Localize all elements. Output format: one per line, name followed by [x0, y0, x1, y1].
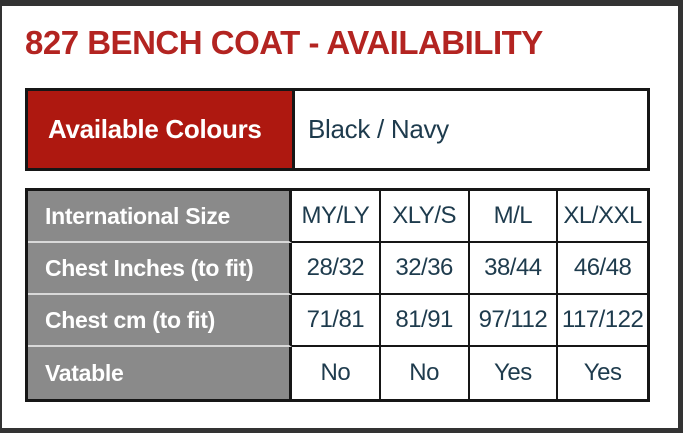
size-cell: 97/112 — [469, 295, 559, 347]
size-row-label-chest-cm: Chest cm (to fit) — [28, 295, 292, 347]
size-cell: M/L — [469, 191, 559, 243]
size-cell: Yes — [558, 347, 647, 399]
available-colours-value-cell: Black / Navy — [308, 114, 449, 144]
size-cell: 46/48 — [558, 243, 647, 295]
size-row-label-international-size: International Size — [28, 191, 292, 243]
size-cell: No — [380, 347, 470, 399]
size-row-label-chest-inches: Chest Inches (to fit) — [28, 243, 292, 295]
size-availability-table: International Size MY/LY XLY/S M/L XL/XX… — [25, 188, 650, 402]
page-title: 827 BENCH COAT - AVAILABILITY — [25, 24, 543, 61]
available-colours-header-cell: Available Colours — [28, 91, 295, 168]
size-cell: 71/81 — [292, 295, 381, 347]
size-cell: 117/122 — [558, 295, 647, 347]
size-cell: XL/XXL — [558, 191, 647, 243]
size-cell: 28/32 — [292, 243, 381, 295]
size-cell: XLY/S — [380, 191, 470, 243]
size-cell: MY/LY — [292, 191, 381, 243]
size-row-label-vatable: Vatable — [28, 347, 292, 399]
size-cell: Yes — [469, 347, 559, 399]
size-cell: No — [292, 347, 381, 399]
size-cell: 32/36 — [380, 243, 470, 295]
size-cell: 81/91 — [380, 295, 470, 347]
available-colours-table: Available Colours Black / Navy — [25, 88, 650, 171]
size-cell: 38/44 — [469, 243, 559, 295]
